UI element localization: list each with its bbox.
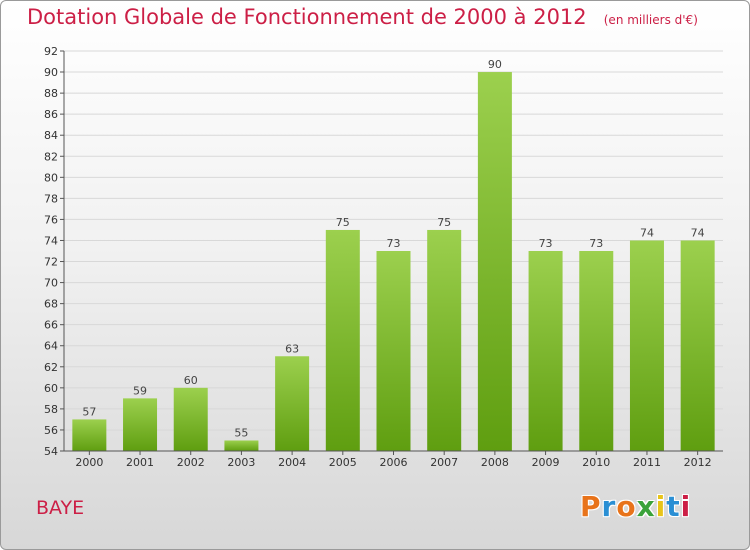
y-tick-label: 86 (44, 108, 58, 121)
logo-letter: o (616, 490, 637, 523)
bar-2003 (224, 440, 259, 451)
x-tick-label: 2007 (430, 456, 458, 469)
logo-letter: P (580, 490, 602, 523)
y-tick-label: 60 (44, 382, 58, 395)
logo-letter: i (655, 490, 667, 523)
data-label: 63 (285, 342, 299, 355)
bar-2004 (275, 356, 310, 451)
bar-2009 (528, 251, 563, 451)
y-tick-label: 66 (44, 319, 58, 332)
logo-letter: x (636, 490, 656, 523)
y-tick-label: 88 (44, 87, 58, 100)
data-label: 73 (589, 237, 603, 250)
y-tick-label: 78 (44, 192, 58, 205)
y-tick-label: 68 (44, 298, 58, 311)
x-tick-label: 2003 (227, 456, 255, 469)
bar-2002 (173, 387, 208, 451)
y-tick-label: 82 (44, 150, 58, 163)
x-tick-label: 2002 (177, 456, 205, 469)
commune-name: BAYE (36, 497, 85, 519)
x-tick-label: 2004 (278, 456, 306, 469)
y-tick-label: 58 (44, 403, 58, 416)
bar-2011 (629, 240, 664, 451)
labels: 54 56 58 60 62 64 66 68 70 72 74 76 78 80 82 84 86 88 90 92… (44, 45, 712, 469)
bar-2010 (579, 251, 614, 451)
chart-subtitle: (en milliers d'€) (603, 13, 698, 27)
bar-2001 (123, 398, 158, 451)
logo-letter: r (601, 490, 617, 523)
axes (60, 50, 723, 455)
x-tick-label: 2001 (126, 456, 154, 469)
bar-2012 (680, 240, 715, 451)
data-label: 74 (640, 226, 654, 239)
bar-2006 (376, 251, 411, 451)
data-label: 75 (336, 216, 350, 229)
x-tick-label: 2010 (582, 456, 610, 469)
bar-2000 (72, 419, 107, 451)
data-label: 75 (437, 216, 451, 229)
y-tick-label: 92 (44, 45, 58, 58)
y-tick-label: 76 (44, 213, 58, 226)
y-tick-label: 54 (44, 445, 58, 458)
y-tick-label: 72 (44, 256, 58, 269)
y-tick-label: 64 (44, 340, 58, 353)
x-tick-label: 2006 (380, 456, 408, 469)
bar-2005 (325, 229, 360, 451)
x-tick-label: 2005 (329, 456, 357, 469)
bar-2007 (427, 229, 462, 451)
y-tick-label: 70 (44, 277, 58, 290)
chart-title: Dotation Globale de Fonctionnement de 20… (27, 5, 587, 29)
data-label: 73 (387, 237, 401, 250)
bars (72, 72, 715, 451)
data-label: 59 (133, 384, 147, 397)
logo-letter: i (680, 490, 692, 523)
x-tick-label: 2009 (532, 456, 560, 469)
data-label: 73 (539, 237, 553, 250)
bar-2008 (477, 72, 512, 451)
title-row: Dotation Globale de Fonctionnement de 20… (27, 5, 698, 29)
data-label: 60 (184, 374, 198, 387)
data-label: 57 (82, 405, 96, 418)
data-label: 74 (691, 226, 705, 239)
data-label: 55 (234, 426, 248, 439)
x-tick-label: 2012 (684, 456, 712, 469)
y-tick-label: 90 (44, 66, 58, 79)
y-tick-label: 74 (44, 234, 58, 247)
x-tick-label: 2008 (481, 456, 509, 469)
y-tick-label: 84 (44, 129, 58, 142)
proxiti-logo: Proxiti (580, 490, 691, 523)
y-tick-label: 80 (44, 171, 58, 184)
logo-letter: t (666, 490, 681, 523)
y-tick-label: 62 (44, 361, 58, 374)
y-tick-label: 56 (44, 424, 58, 437)
x-tick-label: 2011 (633, 456, 661, 469)
data-label: 90 (488, 58, 502, 71)
x-tick-label: 2000 (75, 456, 103, 469)
